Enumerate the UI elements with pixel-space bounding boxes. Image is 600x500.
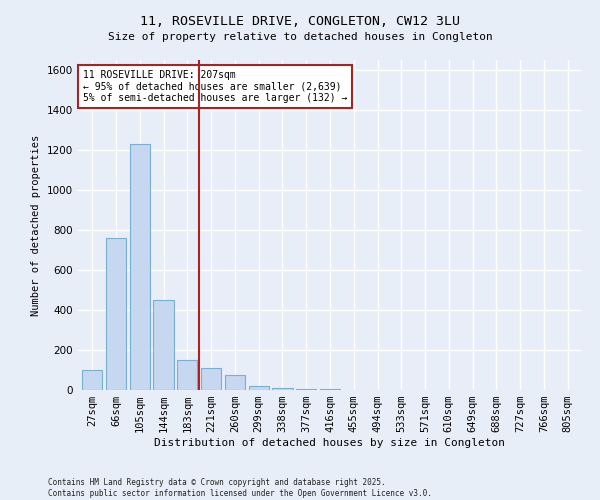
Bar xyxy=(201,368,221,390)
Bar xyxy=(177,360,197,390)
Bar xyxy=(106,238,126,390)
X-axis label: Distribution of detached houses by size in Congleton: Distribution of detached houses by size … xyxy=(155,438,505,448)
Text: 11 ROSEVILLE DRIVE: 207sqm
← 95% of detached houses are smaller (2,639)
5% of se: 11 ROSEVILLE DRIVE: 207sqm ← 95% of deta… xyxy=(83,70,347,103)
Bar xyxy=(130,144,150,390)
Bar xyxy=(154,300,173,390)
Text: Contains HM Land Registry data © Crown copyright and database right 2025.
Contai: Contains HM Land Registry data © Crown c… xyxy=(48,478,432,498)
Bar xyxy=(82,370,103,390)
Y-axis label: Number of detached properties: Number of detached properties xyxy=(31,134,41,316)
Text: Size of property relative to detached houses in Congleton: Size of property relative to detached ho… xyxy=(107,32,493,42)
Text: 11, ROSEVILLE DRIVE, CONGLETON, CW12 3LU: 11, ROSEVILLE DRIVE, CONGLETON, CW12 3LU xyxy=(140,15,460,28)
Bar xyxy=(272,388,293,390)
Bar xyxy=(296,389,316,390)
Bar xyxy=(225,375,245,390)
Bar xyxy=(248,386,269,390)
